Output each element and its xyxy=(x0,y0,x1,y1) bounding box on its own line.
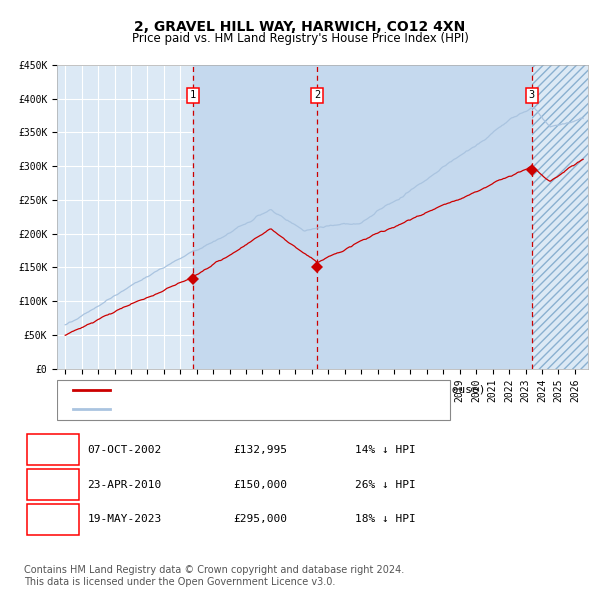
Text: 3: 3 xyxy=(49,514,56,525)
Bar xyxy=(532,65,596,369)
Text: 1: 1 xyxy=(190,90,196,100)
Text: 14% ↓ HPI: 14% ↓ HPI xyxy=(355,445,416,454)
Bar xyxy=(532,65,596,369)
FancyBboxPatch shape xyxy=(27,504,79,535)
Bar xyxy=(193,65,317,369)
FancyBboxPatch shape xyxy=(27,469,79,500)
Text: 07-OCT-2002: 07-OCT-2002 xyxy=(88,445,162,454)
Text: 19-MAY-2023: 19-MAY-2023 xyxy=(88,514,162,525)
Text: 1: 1 xyxy=(49,445,56,454)
Text: 2, GRAVEL HILL WAY, HARWICH, CO12 4XN (detached house): 2, GRAVEL HILL WAY, HARWICH, CO12 4XN (d… xyxy=(121,385,485,395)
Text: £295,000: £295,000 xyxy=(234,514,288,525)
Text: 18% ↓ HPI: 18% ↓ HPI xyxy=(355,514,416,525)
Text: 23-APR-2010: 23-APR-2010 xyxy=(88,480,162,490)
Text: 2, GRAVEL HILL WAY, HARWICH, CO12 4XN: 2, GRAVEL HILL WAY, HARWICH, CO12 4XN xyxy=(134,19,466,34)
Text: Contains HM Land Registry data © Crown copyright and database right 2024.
This d: Contains HM Land Registry data © Crown c… xyxy=(24,565,404,587)
Text: Price paid vs. HM Land Registry's House Price Index (HPI): Price paid vs. HM Land Registry's House … xyxy=(131,32,469,45)
Bar xyxy=(317,65,532,369)
Text: 3: 3 xyxy=(529,90,535,100)
Text: 2: 2 xyxy=(49,480,56,490)
Text: £150,000: £150,000 xyxy=(234,480,288,490)
Text: 2: 2 xyxy=(314,90,320,100)
Text: HPI: Average price, detached house, Tendring: HPI: Average price, detached house, Tend… xyxy=(121,404,418,414)
FancyBboxPatch shape xyxy=(57,381,450,420)
Text: 26% ↓ HPI: 26% ↓ HPI xyxy=(355,480,416,490)
FancyBboxPatch shape xyxy=(27,434,79,465)
Text: £132,995: £132,995 xyxy=(234,445,288,454)
